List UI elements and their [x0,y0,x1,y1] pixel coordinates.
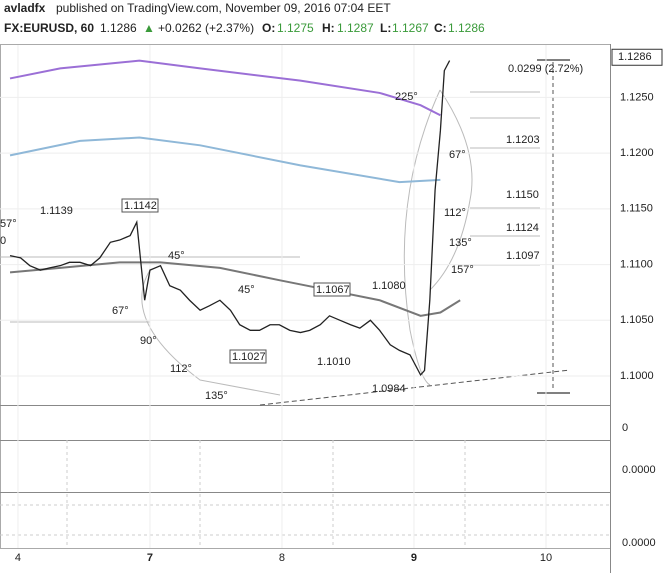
c-label: C: [434,21,447,35]
osc-axis-label: 0.0000 [622,537,656,549]
author: avladfx [4,1,46,15]
annotation: 135° [205,390,228,402]
annotation-box [121,198,159,213]
y-tick-label: 1.1050 [620,314,654,326]
published: published on TradingView.com, November 0… [56,1,391,15]
annotation: 1.1142 [124,200,157,212]
x-tick-label: 7 [147,552,153,564]
annotation: 1.1027 [232,351,266,363]
annotation: 67° [449,149,466,161]
last-price-tag [611,48,663,66]
annotation: 1.1150 [506,189,539,201]
price-line [9,261,461,317]
y-tick-label: 1.1200 [620,147,654,159]
last-price-label: 1.1286 [618,51,652,63]
arrow: ▲ [143,21,155,35]
annotation: 1.1203 [506,134,540,146]
low: 1.1267 [392,21,429,35]
l-label: L: [380,21,391,35]
annotation: 112° [170,363,192,375]
x-tick-label: 4 [15,552,21,564]
change: +0.0262 (+2.37%) [158,21,254,35]
x-tick-label: 10 [540,552,552,564]
annotation: 45° [238,284,255,296]
annotation: 1.0984 [372,383,406,395]
annotation: 67° [112,305,129,317]
price-line [9,136,441,184]
annotation: 1.1080 [372,280,406,292]
annotation: 0.0299 (2.72%) [508,63,583,75]
y-tick-label: 1.1150 [620,203,653,215]
annotation: 1.1124 [506,222,539,234]
open: 1.1275 [277,21,314,35]
annotation: 1.1067 [316,284,350,296]
y-tick-label: 1.1100 [620,258,653,270]
close: 1.1286 [448,21,485,35]
annotation: 225° [395,91,418,103]
annotation: 135° [449,237,472,249]
last: 1.1286 [100,21,137,35]
y-tick-label: 1.1250 [620,91,654,103]
annotation: 1.1010 [317,356,351,368]
annotation: 1.1139 [40,205,73,217]
annotation-box [313,282,351,297]
annotation: 1.1097 [506,250,540,262]
annotation: 157° [451,264,474,276]
annotation: 57° [0,218,17,230]
y-tick-label: 1.1000 [620,370,654,382]
price-line [9,59,441,117]
price-line [9,60,451,377]
annotation: 90° [140,335,157,347]
o-label: O: [262,21,275,35]
annotation: 45° [168,250,185,262]
macd-axis-label: 0.0000 [622,464,656,476]
annotation: 0 [0,235,6,247]
annotation: 112° [444,207,466,219]
volume-axis-label: 0 [622,422,628,434]
annotation-box [229,349,267,364]
x-tick-label: 9 [411,552,417,564]
x-tick-label: 8 [279,552,285,564]
pane-frames [0,44,611,573]
symbol: FX:EURUSD, 60 [4,21,94,35]
h-label: H: [322,21,335,35]
high: 1.1287 [337,21,374,35]
pane-dividers [0,440,610,548]
